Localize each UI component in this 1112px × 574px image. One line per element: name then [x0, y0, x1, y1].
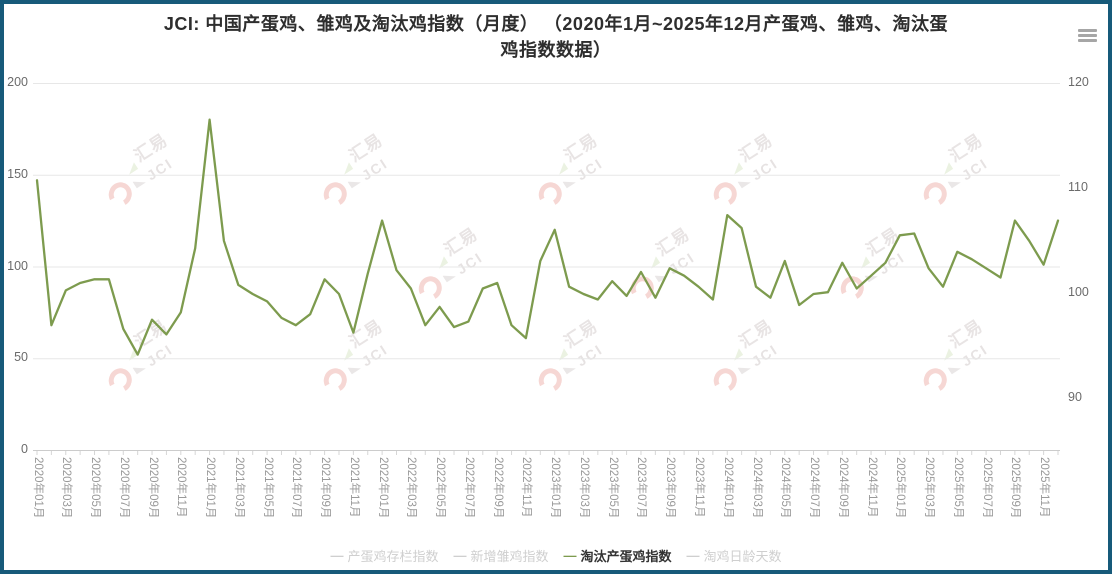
x-axis-tick-label: 2025年11月: [1038, 457, 1051, 518]
legend-label: 产蛋鸡存栏指数: [347, 549, 439, 564]
x-axis-tick-label: 2023年05月: [606, 457, 619, 519]
chart-title-line2: 鸡指数数据）: [500, 40, 612, 60]
y-axis-right-tick-label: 110: [1068, 179, 1088, 194]
x-axis-tick-label: 2021年11月: [347, 457, 360, 518]
x-axis-tick-label: 2022年01月: [376, 457, 389, 519]
x-axis-tick-label: 2025年01月: [894, 457, 907, 519]
x-axis-tick-label: 2025年07月: [980, 457, 993, 519]
context-menu-button[interactable]: [1076, 25, 1100, 47]
x-axis-tick-label: 2020年03月: [60, 457, 73, 519]
x-axis-tick-label: 2024年07月: [808, 457, 821, 519]
x-axis-tick-label: 2020年11月: [175, 457, 188, 518]
x-axis-tick-label: 2024年01月: [721, 457, 734, 519]
legend-marker: —: [330, 548, 344, 563]
x-axis-tick-label: 2023年01月: [549, 457, 562, 519]
x-axis-tick-label: 2020年09月: [146, 457, 159, 519]
chart-title-line1: JCI: 中国产蛋鸡、雏鸡及淘汰鸡指数（月度） （2020年1月~2025年12…: [163, 14, 949, 34]
chart-title: JCI: 中国产蛋鸡、雏鸡及淘汰鸡指数（月度） （2020年1月~2025年12…: [40, 11, 1072, 63]
legend-marker: —: [563, 548, 577, 563]
x-axis-tick-label: 2025年05月: [951, 457, 964, 519]
y-axis-right-tick-label: 120: [1068, 75, 1089, 89]
y-axis-left-tick-label: 50: [14, 350, 28, 365]
legend-item-3[interactable]: — 淘鸡日龄天数: [687, 546, 782, 565]
x-axis-tick-label: 2022年05月: [434, 457, 447, 519]
x-axis-tick-label: 2024年09月: [836, 457, 849, 519]
x-axis-tick-label: 2025年09月: [1009, 457, 1022, 519]
x-axis-tick-label: 2025年03月: [923, 457, 936, 519]
y-axis-left-tick-label: 150: [7, 166, 28, 181]
hamburger-menu-icon: [1078, 29, 1098, 42]
legend-marker: —: [453, 548, 467, 563]
x-axis-tick-label: 2023年09月: [664, 457, 677, 519]
x-axis-tick-label: 2022年09月: [491, 457, 504, 519]
x-axis-tick-label: 2024年05月: [779, 457, 792, 519]
legend-item-2[interactable]: — 淘汰产蛋鸡指数: [564, 546, 672, 565]
series-line-淘汰产蛋鸡指数: [35, 118, 1060, 356]
y-axis-right-tick-label: 100: [1068, 284, 1089, 299]
x-axis-tick-label: 2024年03月: [750, 457, 763, 519]
x-axis-tick-label: 2022年03月: [405, 457, 418, 519]
x-axis-tick-label: 2020年05月: [89, 457, 102, 519]
x-axis-tick-label: 2023年03月: [577, 457, 590, 519]
x-axis-tick-label: 2020年01月: [31, 457, 44, 519]
x-axis-tick-label: 2020年07月: [117, 457, 130, 519]
y-axis-left-tick-label: 100: [7, 258, 28, 273]
legend-label: 新增雏鸡指数: [470, 549, 549, 564]
x-axis-tick-label: 2021年05月: [261, 457, 274, 519]
y-axis-right-tick-label: 90: [1068, 389, 1082, 404]
legend-item-0[interactable]: — 产蛋鸡存栏指数: [330, 546, 438, 565]
legend-item-1[interactable]: — 新增雏鸡指数: [453, 546, 548, 565]
x-axis-tick-label: 2021年03月: [232, 457, 245, 519]
x-axis-tick-label: 2024年11月: [865, 457, 878, 518]
x-axis-tick-label: 2022年11月: [520, 457, 533, 518]
legend: — 产蛋鸡存栏指数 — 新增雏鸡指数 — 淘汰产蛋鸡指数 — 淘鸡日龄天数: [0, 546, 1112, 565]
x-axis-tick-label: 2022年07月: [462, 457, 475, 519]
legend-label: 淘汰产蛋鸡指数: [580, 549, 672, 564]
y-axis-left-tick-label: 200: [7, 75, 28, 89]
y-axis-left-tick-label: 0: [21, 442, 28, 456]
x-axis-tick-label: 2023年11月: [692, 457, 705, 518]
x-axis-tick-label: 2021年09月: [319, 457, 332, 519]
x-axis-tick-label: 2021年01月: [204, 457, 217, 519]
legend-marker: —: [686, 548, 700, 563]
x-axis-tick-label: 2023年07月: [635, 457, 648, 519]
legend-label: 淘鸡日龄天数: [703, 549, 782, 564]
x-axis-tick-label: 2021年07月: [290, 457, 303, 519]
